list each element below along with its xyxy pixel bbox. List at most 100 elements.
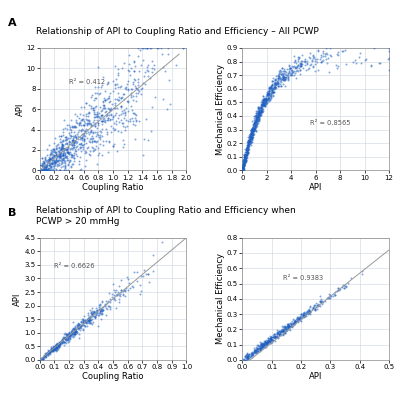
Point <box>78 319 85 325</box>
Point <box>44 146 50 152</box>
Point <box>251 120 258 126</box>
Point <box>258 342 265 349</box>
Point <box>258 342 264 348</box>
Point <box>42 352 48 359</box>
Point <box>75 326 81 332</box>
Point <box>255 111 261 118</box>
Point <box>257 345 263 351</box>
Point <box>283 72 290 78</box>
Point <box>241 156 247 162</box>
Point <box>53 345 59 351</box>
Point <box>102 105 108 111</box>
Point <box>37 167 43 174</box>
Point <box>244 142 250 148</box>
Point <box>281 66 287 72</box>
Point <box>165 45 171 51</box>
Point <box>323 50 329 56</box>
Point <box>61 338 67 345</box>
Point <box>266 94 272 101</box>
Point <box>44 350 50 356</box>
Point <box>95 120 102 126</box>
Point <box>104 306 110 313</box>
Point <box>56 342 62 348</box>
Point <box>243 152 249 158</box>
Point <box>56 155 62 162</box>
Point <box>250 352 256 358</box>
Point <box>240 165 246 172</box>
Point <box>245 135 252 141</box>
Point <box>51 344 58 350</box>
Point <box>102 88 108 94</box>
Point <box>264 95 271 101</box>
Point <box>241 165 247 171</box>
Point <box>287 70 293 77</box>
Point <box>140 57 146 63</box>
Point <box>69 142 75 148</box>
Point <box>272 77 278 83</box>
Point <box>239 164 246 170</box>
Point <box>239 164 246 171</box>
Point <box>305 307 312 314</box>
Point <box>261 96 268 103</box>
Point <box>283 69 290 76</box>
Point <box>268 84 274 90</box>
Point <box>80 143 86 150</box>
Point <box>301 312 307 318</box>
Point <box>280 327 286 333</box>
Point <box>106 95 112 102</box>
Point <box>154 45 160 51</box>
Point <box>78 142 85 148</box>
Point <box>240 161 247 168</box>
Point <box>256 345 262 352</box>
Point <box>61 335 67 341</box>
Point <box>87 319 94 326</box>
Point <box>128 283 135 289</box>
Point <box>79 321 85 328</box>
Point <box>304 60 310 66</box>
Point <box>239 166 246 173</box>
Point <box>249 132 256 138</box>
Point <box>127 285 133 291</box>
Point <box>240 158 246 164</box>
Point <box>56 341 62 348</box>
Point <box>245 137 251 144</box>
Point <box>98 108 104 114</box>
Point <box>287 327 293 333</box>
Point <box>86 121 93 128</box>
Point <box>81 138 87 144</box>
Point <box>47 154 53 161</box>
Point <box>241 166 247 173</box>
Point <box>301 314 307 320</box>
Point <box>71 144 77 151</box>
Point <box>59 142 65 148</box>
Point <box>250 121 256 128</box>
Point <box>49 154 56 160</box>
Point <box>255 346 261 352</box>
Point <box>115 90 121 96</box>
Point <box>290 315 296 322</box>
Point <box>72 138 78 144</box>
Point <box>254 347 260 354</box>
Point <box>250 132 256 139</box>
Point <box>248 350 254 357</box>
Point <box>125 98 131 104</box>
Point <box>124 98 130 104</box>
Point <box>243 152 249 159</box>
Point <box>245 149 251 155</box>
Point <box>46 157 52 163</box>
Point <box>106 303 112 309</box>
Point <box>95 323 101 329</box>
Point <box>58 338 65 344</box>
Point <box>269 334 276 341</box>
Point <box>244 354 250 361</box>
Point <box>282 72 289 79</box>
Point <box>240 156 247 163</box>
Point <box>281 77 287 84</box>
Point <box>308 57 315 63</box>
Point <box>89 316 95 322</box>
Point <box>301 312 307 319</box>
Point <box>341 284 347 291</box>
Point <box>315 48 322 54</box>
Point <box>140 80 146 86</box>
Point <box>96 132 103 138</box>
